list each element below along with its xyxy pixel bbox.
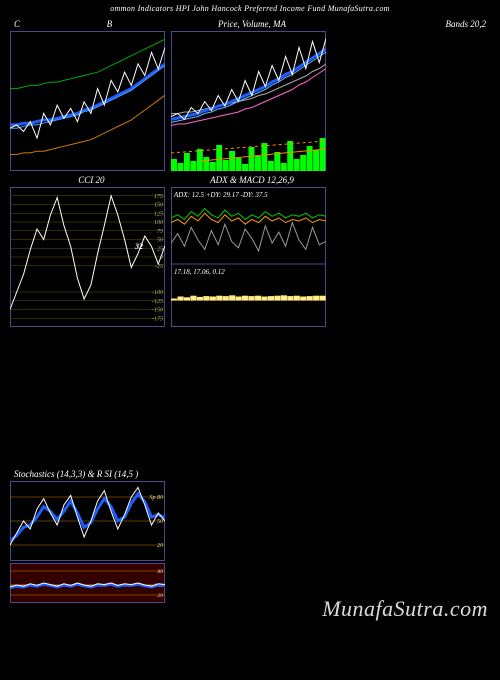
bollinger-title: B (107, 19, 113, 29)
svg-text:100: 100 (154, 220, 163, 226)
corner-c-label: C (14, 19, 20, 29)
cci-panel: CCI 20 1751501251007550250-25-100-125-15… (10, 173, 169, 327)
svg-text:-175: -175 (152, 316, 163, 322)
cci-title: CCI 20 (10, 173, 169, 187)
bands-hint: Bands 20,2 (331, 17, 490, 31)
svg-text:-125: -125 (152, 299, 163, 305)
adx-macd-title: ADX & MACD 12,26,9 (171, 173, 330, 187)
cci-chart: 1751501251007550250-25-100-125-150-17532 (10, 187, 165, 327)
price-ma-panel: Price, Volume, MA (171, 17, 330, 171)
watermark: MunafaSutra.com (322, 596, 488, 622)
adx-macd-chart: ADX: 12.5 +DY: 29.17 -DY: 37.5 17.18, 17.… (171, 187, 326, 327)
svg-text:32: 32 (134, 242, 143, 251)
svg-text:50: 50 (157, 519, 163, 525)
svg-text:20: 20 (157, 543, 163, 549)
svg-text:17.18, 17.06, 0.12: 17.18, 17.06, 0.12 (174, 268, 225, 276)
stochastics-title: Stochastics (14,3,3) & R SI (14,5 ) (10, 467, 490, 481)
chart-grid: C B Price, Volume, MA Bands 20,2 CCI 20 … (0, 17, 500, 327)
svg-text:-100: -100 (152, 290, 163, 296)
bollinger-chart (10, 31, 165, 171)
svg-text:125: 125 (154, 211, 163, 217)
svg-text:20: 20 (158, 593, 164, 599)
svg-text:Sp 80: Sp 80 (150, 495, 164, 501)
empty-r2c3 (331, 173, 490, 327)
svg-text:ADX: 12.5 +DY: 29.17 -DY: 37.5: ADX: 12.5 +DY: 29.17 -DY: 37.5 (173, 191, 268, 199)
page-header: ommon Indicators HPI John Hancock Prefer… (0, 0, 500, 17)
stochastics-row: Stochastics (14,3,3) & R SI (14,5 ) Sp 8… (0, 467, 500, 603)
price-ma-title: Price, Volume, MA (171, 17, 330, 31)
price-ma-chart (171, 31, 326, 171)
stochastics-upper-chart: Sp 80 50 20 (10, 481, 165, 561)
svg-text:50: 50 (157, 238, 163, 244)
adx-macd-panel: ADX & MACD 12,26,9 ADX: 12.5 +DY: 29.17 … (171, 173, 330, 327)
bands-hint-panel: Bands 20,2 (331, 17, 490, 171)
svg-text:80: 80 (158, 569, 164, 575)
svg-text:25: 25 (157, 246, 163, 252)
stochastics-lower-chart: 8045.520 (10, 563, 165, 603)
svg-text:150: 150 (154, 203, 163, 209)
svg-text:175: 175 (154, 194, 163, 200)
bollinger-panel: C B (10, 17, 169, 171)
svg-text:75: 75 (157, 229, 163, 235)
svg-text:-150: -150 (152, 308, 163, 314)
svg-text:-25: -25 (155, 264, 163, 270)
spacer (0, 327, 500, 467)
